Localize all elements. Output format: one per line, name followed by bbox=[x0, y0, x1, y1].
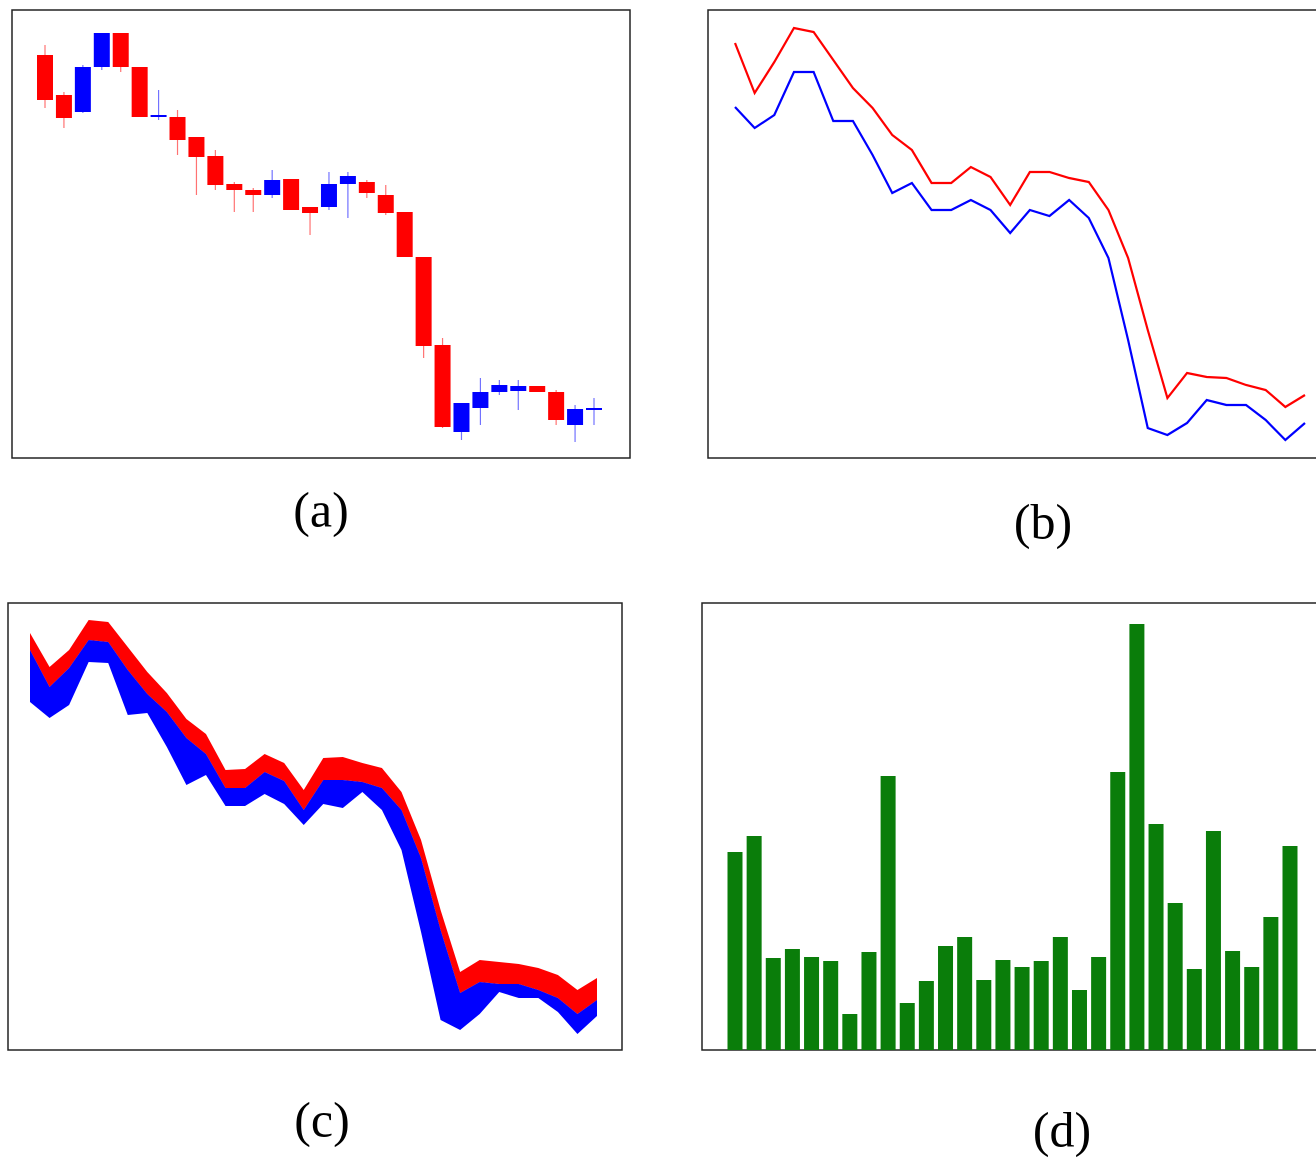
bar bbox=[1263, 917, 1279, 1050]
candle-body bbox=[150, 115, 167, 117]
bar bbox=[995, 960, 1011, 1050]
plot-background bbox=[708, 10, 1316, 458]
plot-frame bbox=[11, 9, 631, 459]
candle-body bbox=[529, 386, 546, 392]
bar bbox=[727, 852, 743, 1050]
chart-panel: (a) bbox=[11, 9, 631, 537]
bar bbox=[938, 946, 954, 1050]
candle-body bbox=[245, 190, 262, 195]
bar bbox=[804, 957, 820, 1050]
bar bbox=[1205, 831, 1221, 1050]
candle-body bbox=[131, 67, 148, 117]
line-series bbox=[734, 70, 1306, 442]
candle-body bbox=[472, 392, 489, 408]
bar bbox=[765, 958, 781, 1050]
bar bbox=[746, 836, 762, 1050]
plot-background bbox=[12, 10, 630, 458]
bar bbox=[842, 1014, 858, 1050]
bar bbox=[1244, 967, 1260, 1050]
candle-body bbox=[491, 385, 508, 392]
candle-body bbox=[169, 117, 186, 140]
bar bbox=[784, 949, 800, 1050]
chart-panel: (c) bbox=[7, 602, 623, 1147]
candle-body bbox=[320, 184, 337, 207]
band-area bbox=[30, 640, 597, 1034]
bar bbox=[957, 937, 973, 1050]
caption: (c) bbox=[294, 1091, 350, 1147]
candle-body bbox=[37, 55, 53, 100]
candle-body bbox=[93, 33, 110, 67]
candle-body bbox=[453, 403, 470, 432]
bar bbox=[1014, 967, 1030, 1050]
candle-body bbox=[302, 207, 319, 213]
candle-body bbox=[112, 33, 129, 67]
bar bbox=[1033, 961, 1049, 1050]
candle-body bbox=[586, 408, 602, 410]
bar bbox=[1071, 990, 1087, 1050]
caption: (d) bbox=[1033, 1101, 1091, 1157]
plot-frame bbox=[707, 9, 1316, 459]
candle-body bbox=[339, 176, 356, 184]
bar bbox=[1091, 957, 1107, 1050]
bar bbox=[1129, 624, 1145, 1050]
candle-body bbox=[55, 95, 72, 118]
bar bbox=[918, 981, 934, 1050]
bar bbox=[823, 961, 839, 1050]
caption: (a) bbox=[293, 481, 349, 537]
candle-body bbox=[434, 345, 451, 427]
chart-panel: (b) bbox=[707, 9, 1316, 549]
bar bbox=[976, 980, 992, 1050]
candle-body bbox=[396, 212, 413, 257]
candle-body bbox=[188, 137, 205, 157]
bar bbox=[1052, 937, 1068, 1050]
candle-body bbox=[358, 182, 375, 193]
plot-frame bbox=[7, 602, 623, 1051]
bar bbox=[1186, 969, 1202, 1050]
line-series bbox=[733, 26, 1306, 409]
candle-body bbox=[207, 156, 224, 185]
candle-body bbox=[74, 67, 91, 112]
bar bbox=[899, 1003, 915, 1050]
band-area bbox=[30, 620, 597, 1014]
caption: (b) bbox=[1014, 493, 1072, 549]
bar bbox=[1167, 903, 1183, 1050]
candle-body bbox=[283, 179, 300, 210]
candle-body bbox=[510, 386, 527, 391]
candle-body bbox=[567, 409, 584, 425]
bar bbox=[1225, 951, 1241, 1050]
bar bbox=[1148, 824, 1164, 1050]
candle-body bbox=[226, 184, 243, 190]
chart-panel: (d) bbox=[701, 602, 1316, 1157]
bar bbox=[1110, 772, 1126, 1050]
candle-body bbox=[264, 180, 281, 195]
bar bbox=[880, 776, 896, 1050]
bar bbox=[861, 952, 877, 1050]
candle-body bbox=[548, 392, 565, 420]
candle-body bbox=[415, 257, 432, 346]
candle-body bbox=[377, 195, 394, 213]
bar bbox=[1282, 846, 1298, 1050]
